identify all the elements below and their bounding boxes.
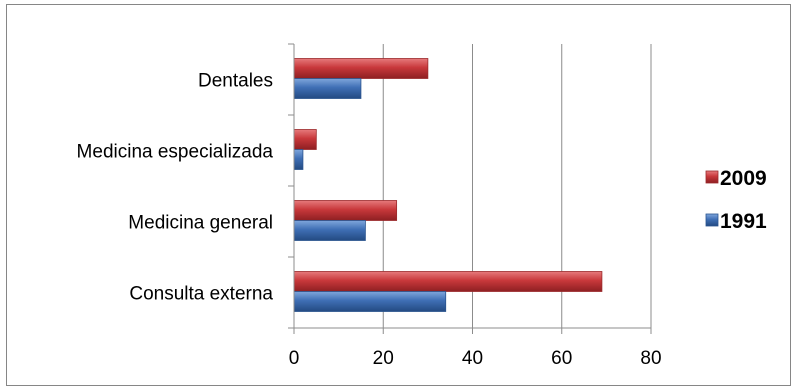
bar-1991-dentales <box>293 78 362 99</box>
x-tick-label: 60 <box>551 348 572 369</box>
category-label-medicina-general: Medicina general <box>128 213 273 234</box>
bar-2009-consulta-externa <box>293 271 603 292</box>
legend-swatch-1991 <box>705 213 719 227</box>
category-label-consulta-externa: Consulta externa <box>129 284 273 305</box>
axes <box>288 43 652 334</box>
bars <box>293 58 603 312</box>
x-tick-label: 20 <box>373 348 394 369</box>
category-label-dentales: Dentales <box>198 71 273 92</box>
bar-2009-dentales <box>293 58 429 79</box>
bar-1991-medicina-especializada <box>293 149 304 170</box>
bar-2009-medicina-especializada <box>293 129 317 150</box>
x-tick-label: 0 <box>289 348 300 369</box>
category-label-medicina-especializada: Medicina especializada <box>77 142 274 163</box>
bar-1991-consulta-externa <box>293 291 447 312</box>
legend: 2009 1991 <box>705 167 767 233</box>
legend-label-2009: 2009 <box>720 167 767 190</box>
x-tick-label: 40 <box>462 348 483 369</box>
legend-swatch-2009 <box>705 170 719 184</box>
bar-2009-medicina-general <box>293 200 398 221</box>
legend-label-1991: 1991 <box>720 210 767 233</box>
labels: 0 20 40 60 80 Consulta externa Medicina genera… <box>77 71 662 370</box>
x-tick-label: 80 <box>640 348 661 369</box>
bar-1991-medicina-general <box>293 220 366 241</box>
